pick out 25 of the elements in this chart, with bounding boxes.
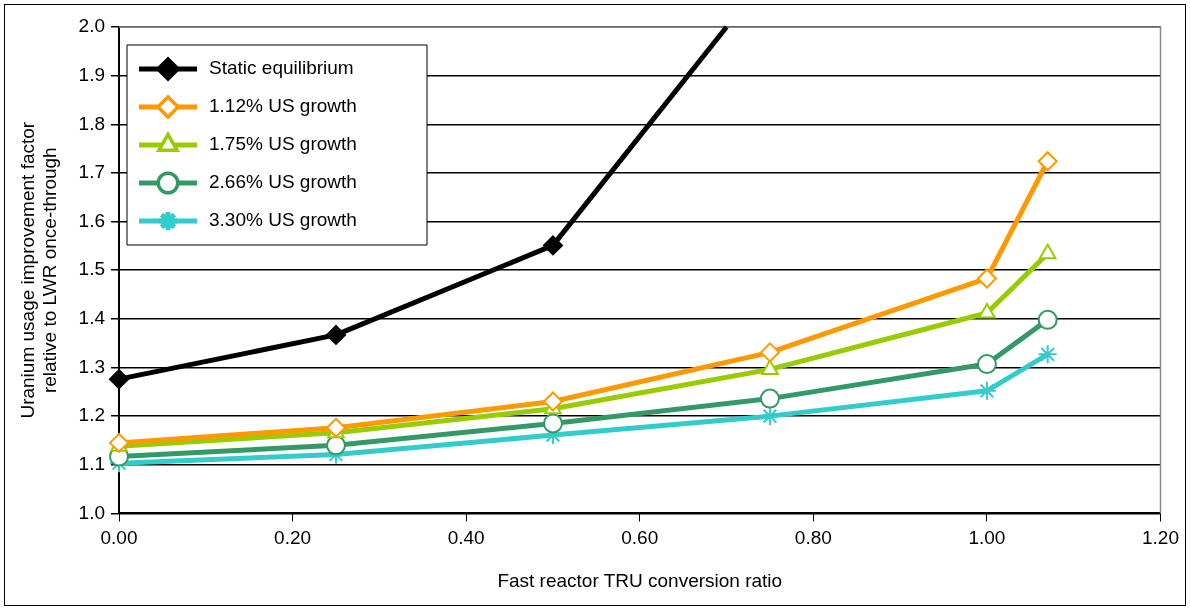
x-tick-label: 0.20 xyxy=(274,527,312,549)
legend-label: 1.75% US growth xyxy=(209,133,357,155)
x-axis-title: Fast reactor TRU conversion ratio xyxy=(497,569,783,591)
y-tick-label: 1.9 xyxy=(78,63,106,85)
x-tick-label: 0.80 xyxy=(794,527,832,549)
y-tick-label: 1.3 xyxy=(78,355,106,377)
y-tick-label: 1.0 xyxy=(78,501,106,523)
y-tick-label: 1.7 xyxy=(78,161,106,183)
x-tick-label: 0.60 xyxy=(621,527,659,549)
legend-label: 1.12% US growth xyxy=(209,95,357,117)
x-tick-label: 1.20 xyxy=(1142,527,1179,549)
y-tick-label: 1.1 xyxy=(78,452,106,474)
x-tick-label: 1.00 xyxy=(968,527,1006,549)
y-tick-label: 1.2 xyxy=(78,404,106,426)
legend-label: 3.30% US growth xyxy=(209,209,357,231)
y-tick-label: 1.5 xyxy=(78,258,106,280)
legend-label: 2.66% US growth xyxy=(209,171,357,193)
y-tick-label: 2.0 xyxy=(78,15,106,37)
y-tick-label: 1.8 xyxy=(78,112,106,134)
x-tick-label: 0.00 xyxy=(100,527,138,549)
x-tick-label: 0.40 xyxy=(447,527,485,549)
y-tick-label: 1.4 xyxy=(78,307,106,329)
y-axis-title: Uranium usage improvement factor relative to LWR once-through xyxy=(16,121,61,419)
y-tick-label: 1.6 xyxy=(78,209,106,231)
legend-label: Static equilibrium xyxy=(209,57,354,79)
